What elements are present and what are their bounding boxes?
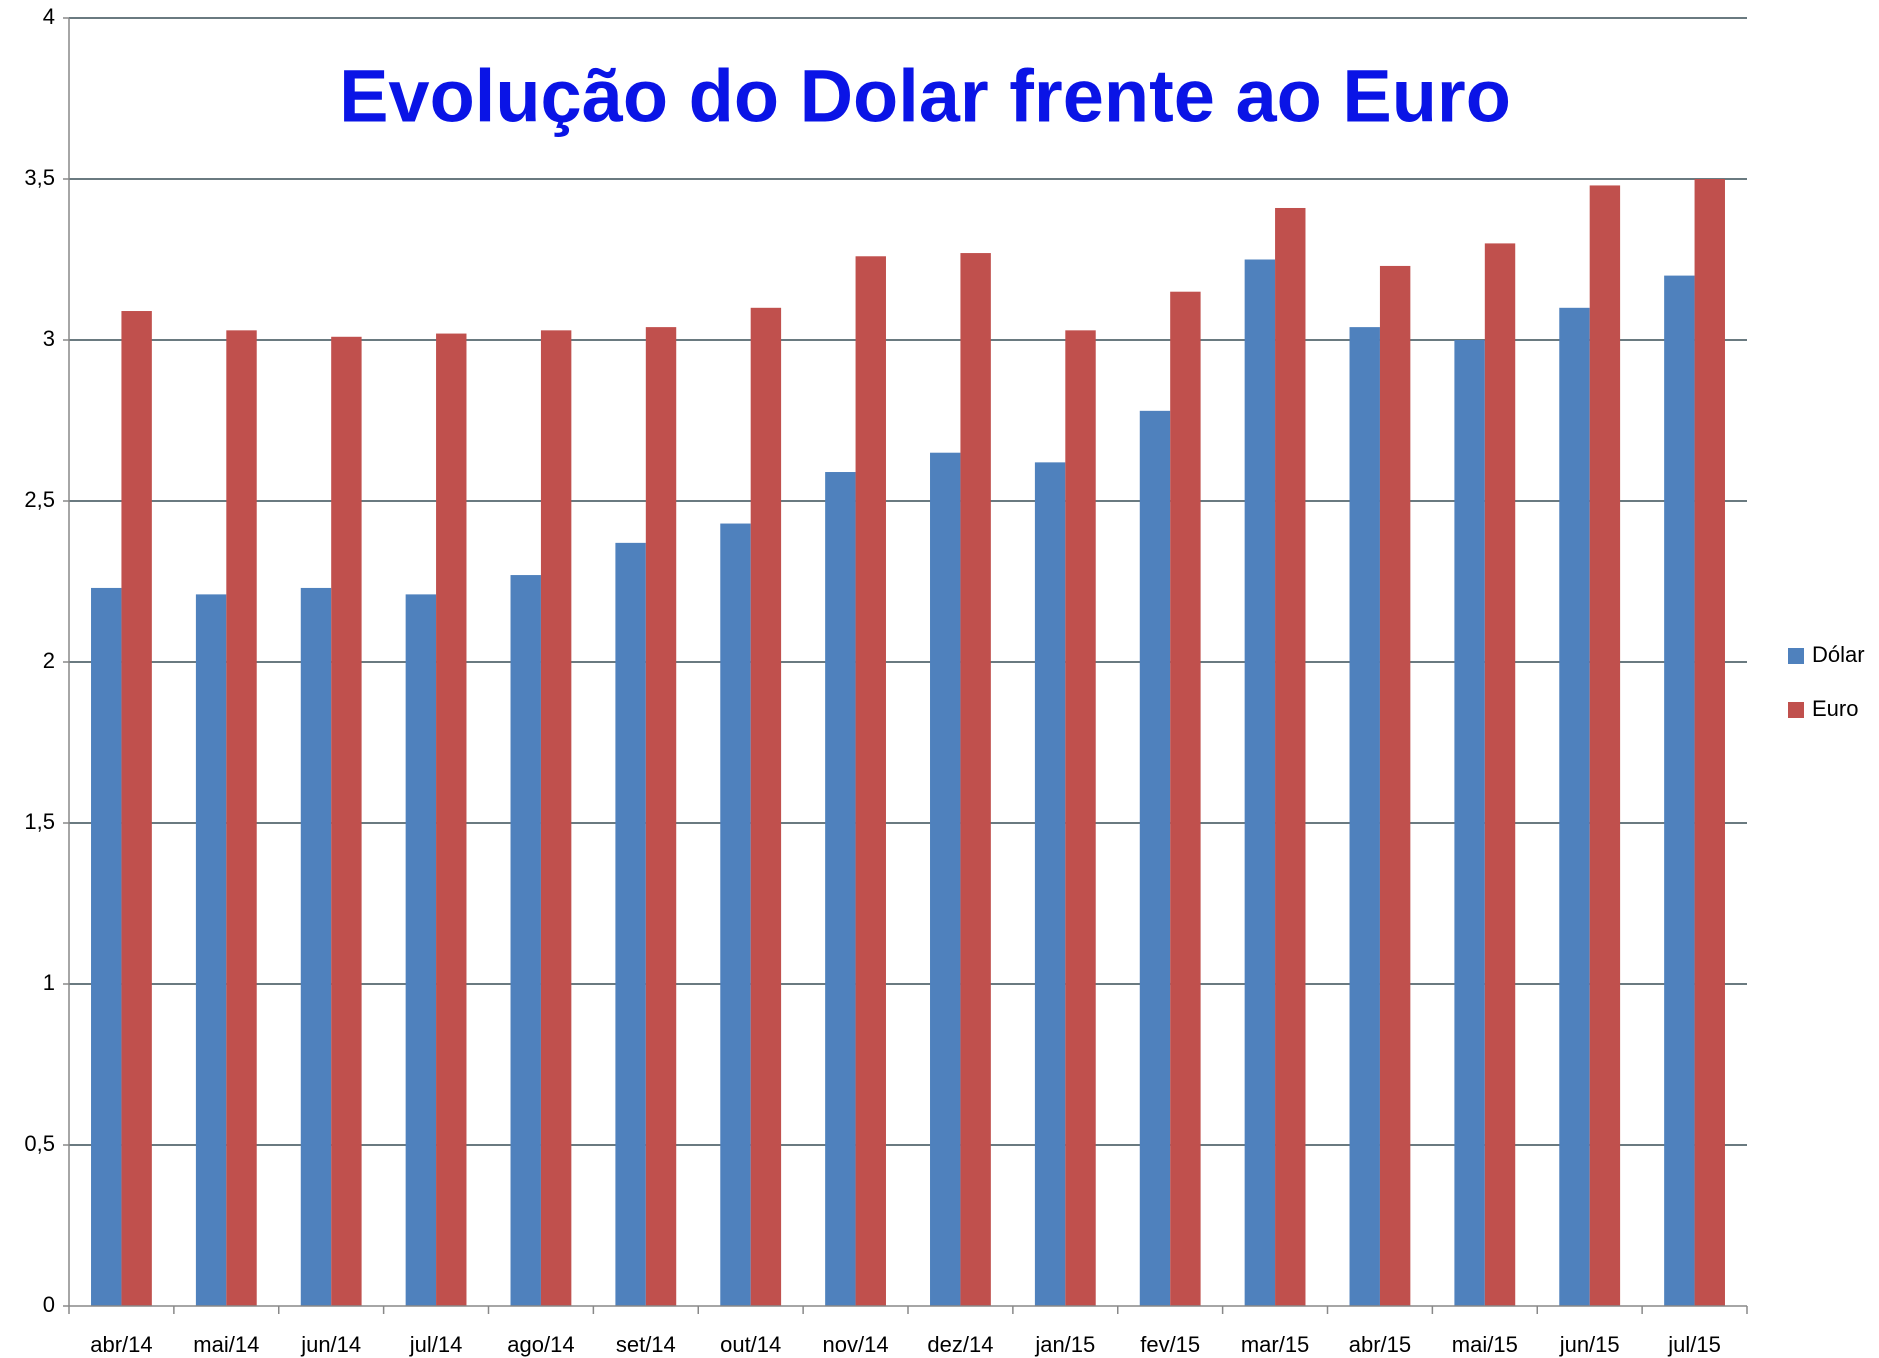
y-tick-label: 3 [43, 326, 55, 351]
x-tick-label: jul/14 [409, 1332, 463, 1357]
bar [615, 542, 646, 1306]
x-tick-label: dez/14 [927, 1332, 993, 1357]
x-tick-label: out/14 [720, 1332, 781, 1357]
y-tick-label: 2 [43, 648, 55, 673]
bar [405, 594, 437, 1306]
x-tick-label: nov/14 [823, 1332, 889, 1357]
bar [1559, 307, 1590, 1306]
bar [1065, 330, 1096, 1307]
bar [1244, 259, 1276, 1306]
y-tick-label: 2,5 [24, 487, 55, 512]
legend-label: Dólar [1812, 642, 1865, 667]
x-tick-label: jun/15 [1559, 1332, 1620, 1357]
x-tick-label: jun/14 [300, 1332, 361, 1357]
y-tick-label: 1 [43, 970, 55, 995]
bar [1664, 275, 1695, 1307]
bar [645, 327, 677, 1306]
bar [1170, 291, 1201, 1306]
bar [1589, 185, 1621, 1307]
legend-swatch [1788, 702, 1804, 718]
bar [226, 330, 257, 1307]
legend-swatch [1788, 648, 1804, 664]
x-tick-label: ago/14 [507, 1332, 574, 1357]
bar [1034, 462, 1066, 1306]
bar [1694, 179, 1725, 1306]
bar [1139, 410, 1171, 1307]
x-tick-label: fev/15 [1140, 1332, 1200, 1357]
bar [750, 307, 782, 1306]
y-tick-label: 4 [43, 4, 55, 29]
y-tick-label: 0 [43, 1292, 55, 1317]
bar [825, 472, 856, 1306]
x-tick-label: set/14 [616, 1332, 676, 1357]
x-tick-label: abr/15 [1349, 1332, 1411, 1357]
bar [195, 594, 227, 1306]
bar [1484, 243, 1516, 1306]
bar [331, 336, 362, 1306]
bar [1379, 265, 1411, 1307]
bar [1349, 327, 1380, 1306]
bar [960, 253, 991, 1306]
x-tick-label: abr/14 [90, 1332, 152, 1357]
x-tick-label: jan/15 [1034, 1332, 1095, 1357]
y-tick-label: 1,5 [24, 809, 55, 834]
bar [540, 330, 572, 1307]
y-tick-label: 0,5 [24, 1131, 55, 1156]
y-tick-label: 3,5 [24, 165, 55, 190]
chart-title: Evolução do Dolar frente ao Euro [339, 55, 1511, 138]
bar [1454, 340, 1485, 1306]
x-tick-label: jul/15 [1667, 1332, 1721, 1357]
bar [436, 333, 467, 1306]
bar [300, 587, 332, 1306]
bar [720, 523, 751, 1306]
bars [91, 179, 1725, 1307]
legend-label: Euro [1812, 696, 1858, 721]
bar [930, 452, 961, 1306]
bar [121, 311, 152, 1306]
x-tick-label: mai/14 [193, 1332, 259, 1357]
bar [510, 575, 541, 1306]
x-tick-label: mar/15 [1241, 1332, 1309, 1357]
bar [855, 256, 886, 1306]
bar [91, 587, 122, 1306]
bar [1275, 207, 1306, 1307]
x-tick-label: mai/15 [1452, 1332, 1518, 1357]
